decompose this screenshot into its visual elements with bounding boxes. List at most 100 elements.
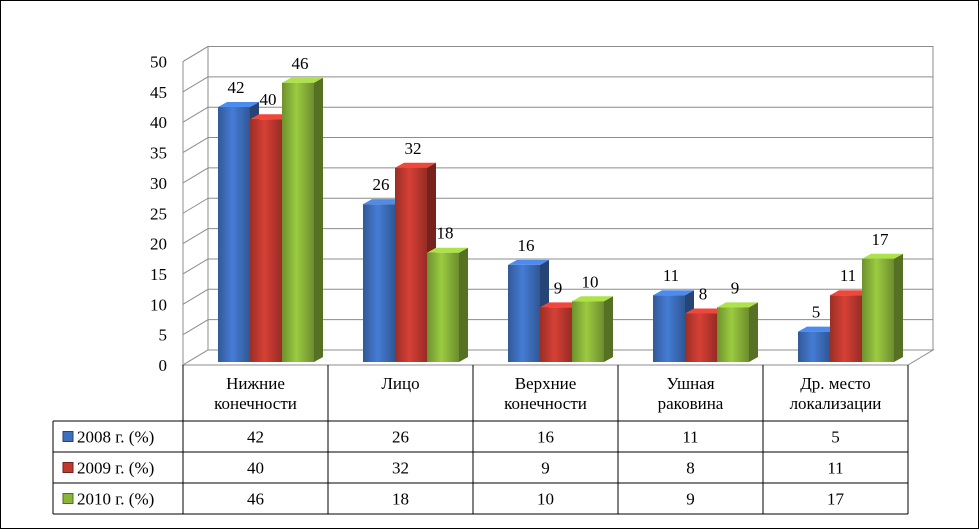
- data-label: 8: [699, 284, 708, 303]
- bar-front: [653, 295, 685, 362]
- gridline-side: [182, 106, 209, 123]
- bar-front: [363, 204, 395, 362]
- bar: [427, 247, 468, 362]
- bar-top: [572, 296, 613, 302]
- gridline-side: [182, 288, 209, 305]
- bar-front: [572, 301, 604, 362]
- x-tick-label: Ушная раковина: [658, 374, 724, 413]
- data-label: 9: [731, 278, 740, 297]
- bar-top: [540, 302, 581, 308]
- bar-side: [604, 296, 613, 362]
- bar-top: [508, 259, 549, 265]
- y-tick-label: 10: [150, 295, 167, 314]
- bar-top: [363, 199, 404, 205]
- gridline-side: [182, 46, 209, 62]
- data-label: 26: [373, 175, 390, 194]
- y-tick-label: 5: [159, 326, 168, 345]
- table-value: 10: [537, 490, 554, 509]
- bar-top: [218, 102, 259, 108]
- gridline-side: [182, 228, 209, 245]
- data-label: 17: [872, 230, 890, 249]
- bar: [653, 290, 694, 362]
- table-value: 9: [541, 459, 550, 478]
- legend-swatch: [62, 493, 74, 504]
- bar-front: [798, 331, 830, 362]
- table-value: 40: [247, 459, 264, 478]
- bar-top: [282, 77, 323, 83]
- data-label: 42: [228, 78, 245, 97]
- bar: [717, 302, 758, 362]
- y-tick-label: 30: [150, 174, 167, 193]
- bar-front: [862, 258, 894, 362]
- data-label: 18: [437, 224, 454, 243]
- gridline-side: [182, 167, 209, 184]
- gridline-side: [182, 319, 209, 336]
- bar-top: [653, 290, 694, 296]
- legend-swatch: [62, 462, 74, 473]
- bar-top: [395, 162, 436, 168]
- bar-front: [508, 264, 540, 362]
- table-value: 5: [831, 428, 840, 447]
- bar-front: [395, 167, 427, 362]
- table-value: 11: [827, 459, 843, 478]
- y-tick-label: 25: [150, 204, 167, 223]
- gridline-side: [182, 76, 209, 93]
- data-label: 10: [582, 272, 599, 291]
- gridline-side: [182, 258, 209, 275]
- y-tick-label: 20: [150, 235, 167, 254]
- table-value: 42: [247, 428, 264, 447]
- table-value: 11: [682, 428, 698, 447]
- bar-top: [830, 290, 871, 296]
- data-label: 46: [292, 54, 309, 73]
- bar-front: [427, 252, 459, 362]
- bar: [572, 296, 613, 362]
- bar-front: [218, 107, 250, 362]
- data-label: 11: [663, 266, 679, 285]
- data-label: 5: [812, 303, 821, 322]
- bar-top: [250, 114, 291, 120]
- bar-top: [717, 302, 758, 308]
- bar-side: [459, 247, 468, 362]
- table-value: 26: [392, 428, 409, 447]
- bar-top: [798, 326, 839, 332]
- bar-front: [540, 307, 572, 362]
- bar: [282, 77, 323, 362]
- gridline-side: [182, 137, 209, 153]
- x-tick-label: Лицо: [381, 374, 419, 393]
- x-tick-label: Др. место локализации: [790, 374, 882, 413]
- legend-label: 2010 г. (%): [77, 490, 154, 509]
- bar-front: [282, 82, 314, 362]
- x-tick-label: Верхние конечности: [504, 374, 587, 413]
- bar-front: [717, 307, 749, 362]
- gridline-side: [182, 197, 209, 214]
- table-value: 32: [392, 459, 409, 478]
- bar-top: [862, 253, 903, 259]
- bar-top: [685, 308, 726, 314]
- table-value: 16: [537, 428, 554, 447]
- y-tick-label: 15: [150, 265, 167, 284]
- y-tick-label: 40: [150, 113, 167, 132]
- data-label: 9: [554, 278, 563, 297]
- bar: [862, 253, 903, 362]
- x-tick-label: Нижние конечности: [214, 374, 297, 413]
- y-tick-label: 0: [159, 356, 168, 375]
- data-label: 32: [405, 139, 422, 158]
- data-label: 16: [518, 236, 535, 255]
- table-value: 17: [827, 490, 845, 509]
- data-label: 11: [840, 266, 856, 285]
- y-tick-label: 45: [150, 83, 167, 102]
- table-value: 8: [686, 459, 695, 478]
- y-tick-label: 35: [150, 144, 167, 163]
- bar-side: [894, 253, 903, 362]
- table-value: 46: [247, 490, 264, 509]
- bar-side: [749, 302, 758, 362]
- bar-front: [830, 295, 862, 362]
- bar-side: [314, 77, 323, 362]
- table-value: 9: [686, 490, 695, 509]
- legend-label: 2008 г. (%): [77, 428, 154, 447]
- bar-front: [685, 313, 717, 362]
- data-label: 40: [260, 90, 277, 109]
- bar-top: [427, 247, 468, 253]
